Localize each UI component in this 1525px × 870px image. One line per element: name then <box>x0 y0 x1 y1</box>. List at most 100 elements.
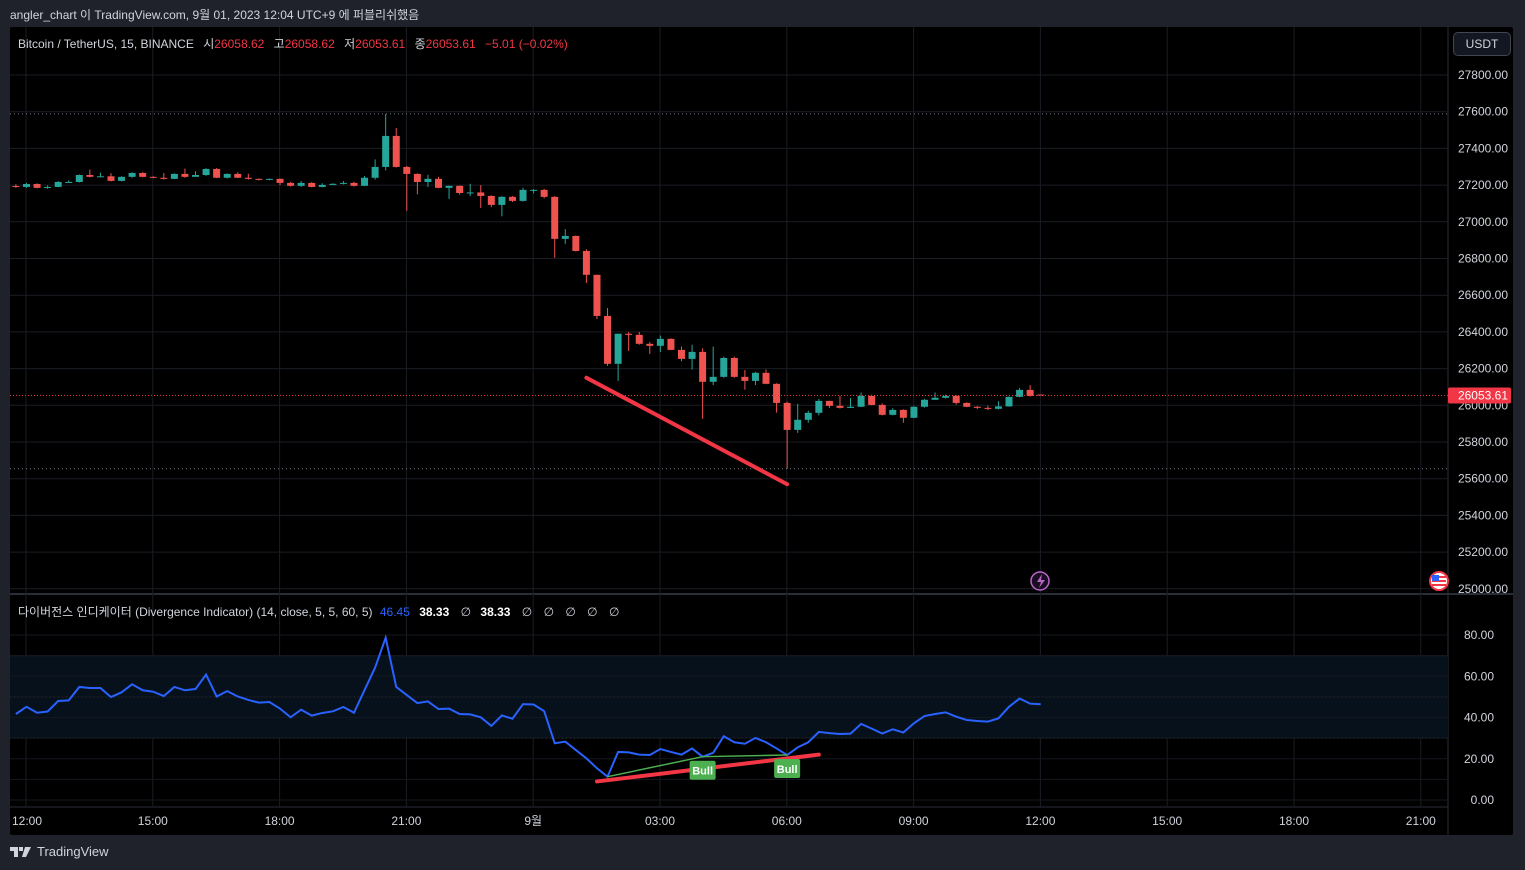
candle <box>551 196 559 258</box>
lightning-glyph <box>1037 574 1045 588</box>
currency-button[interactable]: USDT <box>1453 32 1511 56</box>
candle-body <box>1037 394 1045 396</box>
candle <box>65 180 73 183</box>
candle <box>149 176 157 179</box>
candle-body <box>973 406 981 408</box>
price-trendline-drawing <box>584 375 790 487</box>
candle <box>445 185 453 199</box>
candle-body <box>667 338 675 350</box>
indicator-tick-label: 60.00 <box>1464 669 1494 683</box>
candle <box>868 394 876 406</box>
bull-label-text: Bull <box>692 766 713 778</box>
candle-body <box>604 315 612 364</box>
price-tick-label: 27800.00 <box>1458 68 1508 82</box>
candle <box>741 370 749 390</box>
candle <box>424 174 432 187</box>
open-label: 시 <box>203 37 215 51</box>
indicator-tick-label: 40.00 <box>1464 711 1494 725</box>
candle-body <box>413 173 421 182</box>
candle <box>170 173 178 180</box>
candle-body <box>952 395 960 403</box>
candle-body <box>96 176 104 178</box>
candle <box>487 195 495 208</box>
candle <box>899 409 907 423</box>
flag-canton <box>1432 575 1439 581</box>
candle <box>667 338 675 351</box>
candle <box>994 401 1002 410</box>
chart-canvas[interactable]: 12:00 15:00 18:00 21:00 9월 03:00 06:00 09:00 12:… <box>10 27 1513 835</box>
time-tick-label: 21:00 <box>391 814 421 828</box>
candle-body <box>223 173 231 178</box>
candle-body <box>730 357 738 377</box>
candle-body <box>699 351 707 382</box>
last-price-tag <box>1448 387 1511 404</box>
indicator-tick-label: 0.00 <box>1471 793 1495 807</box>
candle <box>1016 387 1024 398</box>
indicator-tick-label: 20.00 <box>1464 752 1494 766</box>
indicator-tick-label: 80.00 <box>1464 628 1494 642</box>
time-tick-label: 09:00 <box>899 814 929 828</box>
candle-body <box>920 399 928 407</box>
candle-body <box>33 183 41 188</box>
candle <box>973 406 981 409</box>
candle-body <box>213 168 221 178</box>
candle-body <box>984 407 992 409</box>
candle-body <box>857 395 865 407</box>
candle-body <box>773 383 781 403</box>
candle-body <box>836 405 844 408</box>
bull-signal-label: Bull <box>689 760 716 780</box>
candle <box>572 235 580 252</box>
candle <box>498 196 506 217</box>
indicator-title[interactable]: 다이버전스 인디케이터 (Divergence Indicator) (14, … <box>18 605 373 619</box>
candle <box>382 113 390 171</box>
indicator-empty-value: ∅ <box>565 605 576 619</box>
candle <box>413 173 421 195</box>
tradingview-logo-icon <box>10 846 31 857</box>
candle <box>213 168 221 179</box>
candle-body <box>1026 389 1034 396</box>
candle <box>530 189 538 194</box>
candle-body <box>287 182 295 186</box>
candle <box>139 172 147 178</box>
us-flag-economic-event-icon[interactable] <box>1429 571 1449 591</box>
candle-body <box>86 175 94 177</box>
last-price-label: 26053.61 <box>1458 388 1508 402</box>
candle <box>477 185 485 209</box>
time-tick-label: 21:00 <box>1406 814 1436 828</box>
candle-body <box>593 274 601 316</box>
candle-body <box>22 183 30 187</box>
candle <box>371 159 379 180</box>
candle-body <box>614 333 622 364</box>
indicator-empty-value: ∅ <box>543 605 555 619</box>
candle <box>920 399 928 408</box>
candle <box>107 173 115 182</box>
tradingview-branding[interactable]: TradingView <box>10 844 109 859</box>
candle <box>350 181 358 187</box>
candle-body <box>54 181 62 187</box>
candle-body <box>530 189 538 191</box>
price-tick-label: 26800.00 <box>1458 252 1508 266</box>
candle <box>889 408 897 416</box>
candle-body <box>65 181 73 183</box>
low-label: 저 <box>344 37 356 51</box>
candle-body <box>783 402 791 430</box>
candle-body <box>994 406 1002 409</box>
candle <box>96 172 104 178</box>
candle <box>582 249 590 283</box>
candle-body <box>276 178 284 183</box>
bull-label-background <box>689 760 716 780</box>
lightning-event-icon[interactable] <box>1030 571 1050 591</box>
candle-body <box>751 372 759 381</box>
candle-body <box>329 183 337 185</box>
candle <box>984 405 992 411</box>
candle-body <box>540 189 548 197</box>
candle <box>540 188 548 199</box>
price-tick-label: 27000.00 <box>1458 215 1508 229</box>
candle <box>75 174 83 183</box>
candle-body <box>265 178 273 180</box>
candle <box>223 173 231 179</box>
candle-body <box>942 395 950 398</box>
candle-body <box>202 168 210 176</box>
candle-body <box>625 333 633 335</box>
symbol-title[interactable]: Bitcoin / TetherUS, 15, BINANCE <box>18 37 194 51</box>
